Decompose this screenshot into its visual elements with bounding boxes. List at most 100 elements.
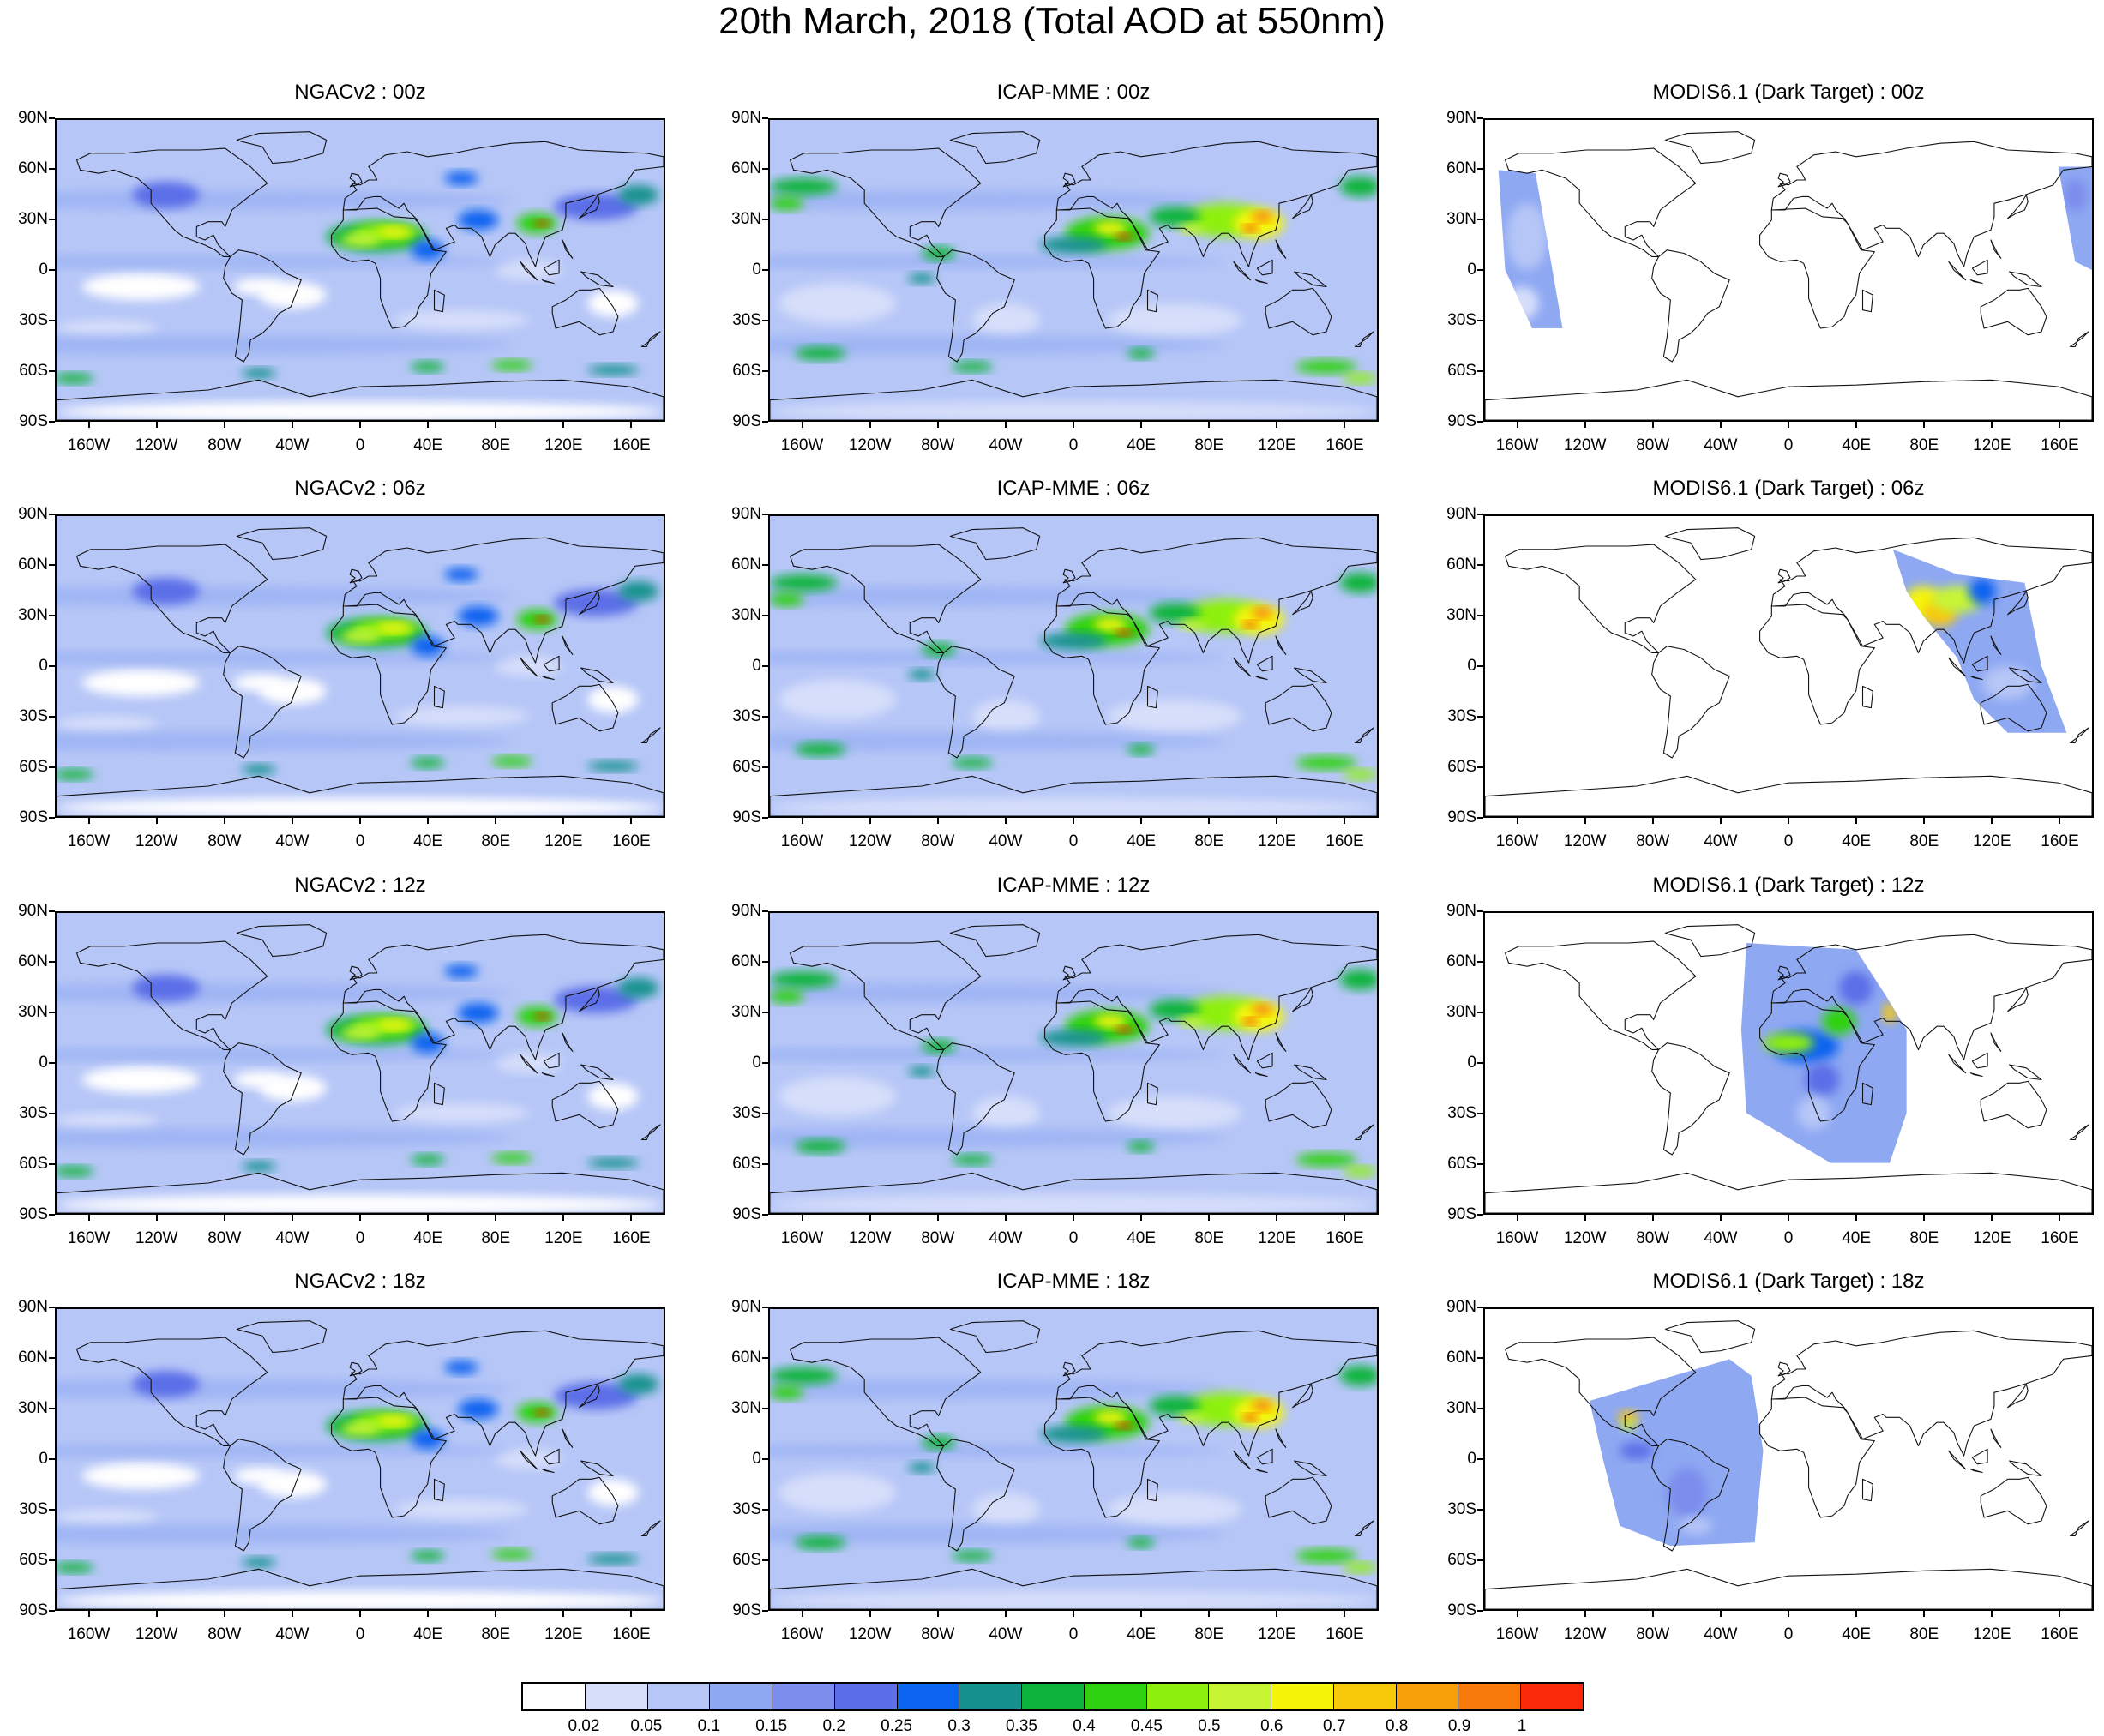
latitude-tick-label: 0 bbox=[39, 657, 48, 675]
latitude-tick-label: 30S bbox=[1447, 311, 1476, 329]
latitude-tick-label: 60N bbox=[18, 556, 48, 574]
latitude-tick bbox=[762, 1307, 768, 1308]
latitude-tick bbox=[1477, 269, 1483, 271]
aerosol-plume bbox=[1252, 211, 1273, 222]
longitude-tick bbox=[1344, 1215, 1346, 1221]
coastline bbox=[1265, 1080, 1332, 1129]
coastline bbox=[1990, 1032, 2002, 1052]
aerosol-plume bbox=[952, 1154, 993, 1165]
aerosol-plume bbox=[908, 273, 935, 284]
latitude-tick bbox=[49, 1062, 55, 1064]
longitude-tick-label: 120W bbox=[135, 1229, 178, 1247]
coastline bbox=[541, 1072, 555, 1078]
latitude-tick-label: 90N bbox=[1446, 109, 1476, 127]
coastline bbox=[1759, 604, 1875, 725]
aerosol-plume bbox=[491, 360, 532, 370]
coastline bbox=[551, 1476, 619, 1525]
longitude-tick bbox=[1073, 818, 1074, 824]
coastline bbox=[640, 1124, 661, 1141]
retrieved-aod-patch bbox=[1883, 1003, 1897, 1024]
coastline bbox=[1971, 259, 1988, 276]
latitude-tick bbox=[762, 716, 768, 718]
coastline bbox=[541, 676, 555, 681]
latitude-tick bbox=[762, 320, 768, 321]
latitude-tick bbox=[1477, 370, 1483, 372]
aerosol-plume bbox=[411, 757, 445, 768]
aerosol-plume bbox=[411, 1033, 445, 1054]
colorbar-tick-label: 0.15 bbox=[755, 1717, 788, 1735]
longitude-tick-label: 0 bbox=[1783, 1625, 1794, 1643]
clean-air-region bbox=[1107, 699, 1242, 733]
aerosol-plume bbox=[535, 1012, 550, 1020]
longitude-tick bbox=[1516, 1611, 1518, 1617]
aerosol-plume bbox=[1343, 1562, 1377, 1573]
colorbar-swatch bbox=[1271, 1684, 1334, 1709]
longitude-tick bbox=[1004, 818, 1007, 824]
latitude-tick-label: 90N bbox=[731, 902, 761, 920]
coastline bbox=[1354, 1124, 1374, 1141]
coastline bbox=[1294, 1460, 1327, 1477]
storm-track-band bbox=[57, 1127, 512, 1149]
latitude-tick bbox=[762, 766, 768, 768]
longitude-tick-label: 40E bbox=[413, 1625, 443, 1643]
aerosol-plume bbox=[444, 171, 478, 185]
modis-map-06z bbox=[1483, 514, 2094, 818]
clean-air-region bbox=[1107, 1492, 1242, 1526]
longitude-tick bbox=[359, 1611, 361, 1617]
longitude-tick-label: 160E bbox=[2041, 1625, 2079, 1643]
coastline bbox=[1485, 775, 2092, 816]
latitude-tick-label: 60S bbox=[1447, 362, 1476, 380]
longitude-tick-label: 0 bbox=[1783, 1229, 1794, 1247]
latitude-tick bbox=[49, 1559, 55, 1561]
longitude-tick bbox=[87, 818, 90, 824]
retrieved-aod-patch bbox=[1805, 1063, 1839, 1096]
coastline bbox=[76, 147, 268, 258]
coastline bbox=[2069, 1124, 2089, 1141]
latitude-tick bbox=[1477, 817, 1483, 819]
longitude-tick-label: 120E bbox=[1258, 1229, 1296, 1247]
coastline bbox=[1292, 987, 1313, 1012]
aerosol-plume bbox=[376, 1019, 411, 1030]
longitude-tick-label: 80E bbox=[1194, 1229, 1224, 1247]
longitude-tick-label: 80E bbox=[1909, 1625, 1939, 1643]
aerosol-plume bbox=[770, 592, 804, 606]
longitude-tick bbox=[562, 1215, 565, 1221]
latitude-tick bbox=[762, 269, 768, 271]
clean-air-region bbox=[1107, 303, 1242, 337]
aerosol-plume bbox=[1243, 1414, 1258, 1421]
longitude-tick-label: 120W bbox=[848, 832, 892, 850]
panel-title: NGACv2 : 18z bbox=[294, 1270, 426, 1293]
longitude-tick bbox=[2059, 818, 2061, 824]
longitude-tick bbox=[1991, 1215, 1993, 1221]
coastline bbox=[223, 646, 302, 759]
longitude-tick bbox=[495, 1215, 497, 1221]
latitude-tick-label: 60S bbox=[19, 1155, 48, 1173]
latitude-tick bbox=[762, 564, 768, 566]
longitude-tick-label: 40E bbox=[1842, 1229, 1872, 1247]
coastline bbox=[1980, 1080, 2047, 1129]
longitude-tick-label: 160W bbox=[1495, 436, 1539, 454]
retrieved-aod-patch bbox=[1505, 286, 1539, 321]
coastline bbox=[1969, 1469, 1983, 1474]
coastline bbox=[579, 1383, 600, 1409]
icap-map-06z bbox=[768, 514, 1379, 818]
latitude-tick-label: 60N bbox=[1446, 159, 1476, 177]
coastline bbox=[349, 568, 363, 584]
coastline bbox=[1980, 287, 2047, 336]
clean-air-region bbox=[394, 309, 529, 330]
coastline bbox=[949, 1320, 1041, 1354]
longitude-tick-label: 0 bbox=[1068, 436, 1079, 454]
coastline bbox=[1256, 1448, 1273, 1465]
coastline bbox=[2009, 271, 2042, 288]
aerosol-plume bbox=[770, 196, 804, 210]
longitude-tick-label: 80W bbox=[921, 436, 955, 454]
aerosol-plume bbox=[1243, 1018, 1258, 1025]
coastline bbox=[1990, 1428, 2002, 1448]
coastline bbox=[1664, 131, 1756, 165]
coastline bbox=[2069, 331, 2089, 348]
latitude-tick bbox=[762, 1458, 768, 1460]
latitude-tick bbox=[762, 1509, 768, 1511]
panel-title: NGACv2 : 12z bbox=[294, 874, 426, 897]
longitude-tick-label: 120E bbox=[1258, 436, 1296, 454]
longitude-tick-label: 40W bbox=[989, 1229, 1023, 1247]
